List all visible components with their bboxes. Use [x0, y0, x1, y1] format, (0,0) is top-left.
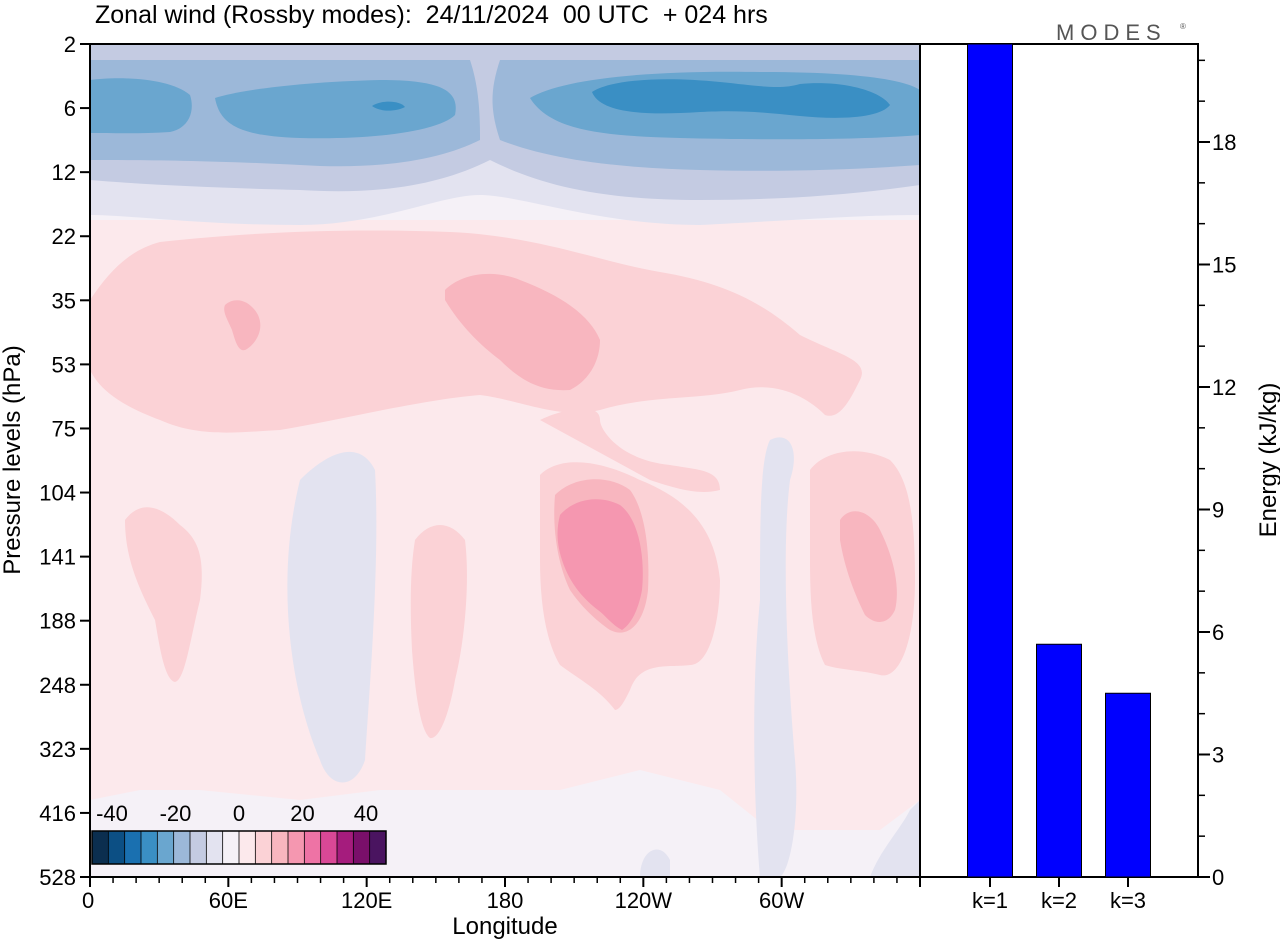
contour-region — [287, 451, 377, 783]
contour-region — [410, 525, 467, 739]
y-tick-label: 6 — [64, 96, 76, 121]
x-tick-label: 60W — [759, 888, 804, 913]
contour-region — [840, 511, 897, 622]
contour-region — [445, 273, 600, 391]
colorbar-swatch — [173, 831, 191, 864]
colorbar-swatch — [369, 831, 387, 864]
colorbar-tick-label: 40 — [354, 801, 378, 826]
colorbar-tick-label: 20 — [290, 801, 314, 826]
colorbar-swatch — [320, 831, 338, 864]
contour-region — [540, 408, 720, 492]
contour-region — [215, 80, 456, 139]
energy-tick-label: 3 — [1212, 743, 1224, 768]
colorbar-tick-label: -20 — [160, 801, 192, 826]
energy-bar-k1 — [967, 43, 1013, 878]
colorbar-swatch — [255, 831, 273, 864]
contour-region — [592, 79, 890, 118]
energy-tick-label: 6 — [1212, 620, 1224, 645]
energy-tick-label: 12 — [1212, 375, 1236, 400]
chart-title: Zonal wind (Rossby modes): 24/11/2024 00… — [95, 1, 768, 29]
y-tick-label: 188 — [39, 609, 76, 634]
category-label: k=3 — [1110, 888, 1146, 913]
y-tick-label: 53 — [52, 352, 76, 377]
y-tick-label: 2 — [64, 32, 76, 57]
y-tick-label: 22 — [52, 224, 76, 249]
colorbar-swatch — [337, 831, 354, 864]
energy-tick-label: 18 — [1212, 130, 1236, 155]
x-axis-title: Longitude — [452, 913, 557, 940]
pressure-axis: 2 6 12 22 35 53 75 104 141 188 248 323 416 528 — [39, 32, 90, 890]
energy-bar-k3 — [1105, 692, 1151, 878]
energy-tick-label: 9 — [1212, 498, 1224, 523]
colorbar-swatch — [353, 831, 371, 864]
contour-region — [640, 849, 670, 877]
brand-logo: MODES — [1056, 20, 1167, 45]
x-tick-label: 180 — [487, 888, 524, 913]
zonal-wind-contour-field — [90, 44, 920, 877]
colorbar-swatch — [222, 831, 240, 864]
colorbar-swatch — [124, 831, 142, 864]
contour-region — [372, 101, 405, 111]
longitude-axis: 0 60E 120E 180 120W 60W — [82, 877, 921, 913]
colorbar-swatch — [288, 831, 305, 864]
category-label: k=1 — [972, 888, 1008, 913]
colorbar-swatch — [271, 831, 289, 864]
contour-region — [754, 437, 797, 877]
x-tick-label: 0 — [82, 888, 94, 913]
energy-axis-title: Energy (kJ/kg) — [1255, 383, 1280, 538]
y-tick-label: 104 — [39, 481, 76, 506]
colorbar-swatch — [190, 831, 207, 864]
colorbar-swatch — [206, 831, 224, 864]
energy-bar-k2 — [1036, 643, 1082, 878]
y-tick-label: 141 — [39, 545, 76, 570]
y-axis-title: Pressure levels (hPa) — [0, 345, 26, 574]
y-tick-label: 528 — [39, 865, 76, 890]
contour-region — [224, 300, 261, 351]
colorbar-swatch — [108, 831, 126, 864]
x-tick-label: 120E — [341, 888, 392, 913]
colorbar-tick-label: -40 — [96, 801, 128, 826]
contour-region — [557, 499, 643, 630]
energy-tick-label: 0 — [1212, 865, 1224, 890]
colorbar-swatch — [239, 831, 256, 864]
y-tick-label: 323 — [39, 737, 76, 762]
x-tick-label: 120W — [615, 888, 673, 913]
y-tick-label: 12 — [52, 160, 76, 185]
brand-registered-mark: ® — [1180, 22, 1186, 31]
contour-region — [125, 507, 202, 682]
y-tick-label: 416 — [39, 801, 76, 826]
colorbar-swatch — [92, 831, 109, 864]
y-tick-label: 248 — [39, 673, 76, 698]
x-tick-label: 60E — [209, 888, 248, 913]
wavenumber-axis: k=1 k=2 k=3 — [972, 877, 1146, 913]
contour-region — [870, 800, 920, 877]
colorbar: -40 -20 0 20 40 — [91, 801, 387, 865]
contour-region — [90, 78, 192, 134]
colorbar-swatch — [157, 831, 175, 864]
colorbar-tick-label: 0 — [233, 801, 245, 826]
colorbar-swatch — [141, 831, 158, 864]
y-tick-label: 75 — [52, 416, 76, 441]
category-label: k=2 — [1041, 888, 1077, 913]
energy-axis: 0 3 6 9 12 15 18 — [1198, 59, 1236, 890]
colorbar-swatch — [304, 831, 322, 864]
y-tick-label: 35 — [52, 288, 76, 313]
energy-bars — [967, 43, 1151, 878]
energy-tick-label: 15 — [1212, 253, 1236, 278]
